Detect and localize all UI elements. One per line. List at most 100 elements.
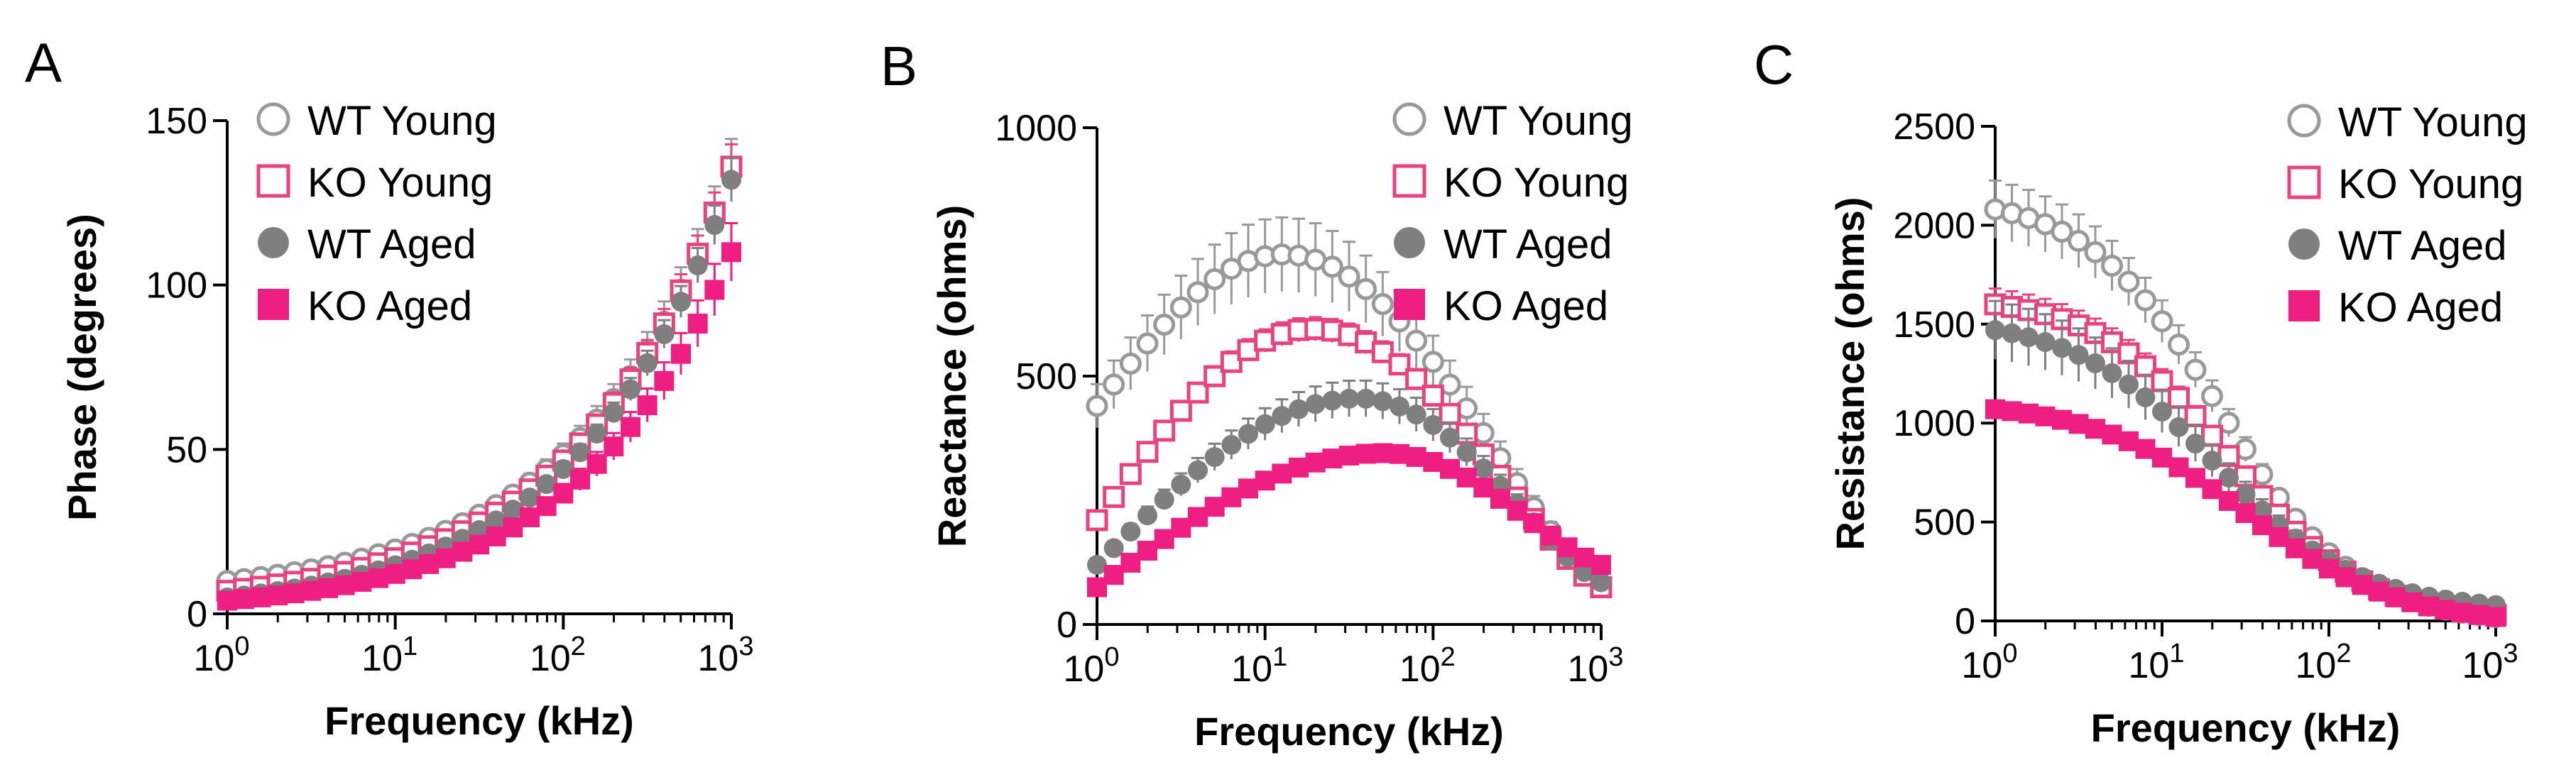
data-point <box>604 436 624 457</box>
data-point <box>586 423 607 444</box>
data-point <box>1355 444 1376 464</box>
data-point <box>1406 404 1426 425</box>
legend-label: KO Aged <box>307 283 472 329</box>
data-point <box>1421 351 1444 373</box>
data-point <box>217 590 237 611</box>
data-point <box>2134 289 2156 312</box>
data-point <box>1390 444 1409 464</box>
legend-label: WT Aged <box>2338 223 2507 269</box>
series-ko-aged <box>217 222 741 611</box>
x-tick-label: 100 <box>194 632 250 679</box>
x-axis-label: Frequency (kHz) <box>2091 705 2401 750</box>
data-point <box>1103 373 1125 396</box>
data-point <box>2002 401 2022 422</box>
data-point <box>671 343 691 364</box>
data-point <box>1321 255 1343 278</box>
legend-label: KO Aged <box>2338 285 2503 331</box>
legend-label: WT Young <box>2338 99 2528 145</box>
data-point <box>1439 402 1461 425</box>
data-point <box>2052 409 2072 430</box>
data-point <box>1405 329 1428 352</box>
data-point <box>1188 507 1208 527</box>
legend-marker <box>1392 102 1426 136</box>
data-point <box>2035 406 2056 426</box>
y-tick-label: 150 <box>146 101 207 142</box>
data-point <box>1103 485 1125 508</box>
data-point <box>2252 515 2272 536</box>
data-point <box>536 496 557 517</box>
legend-marker <box>2288 228 2320 260</box>
data-point <box>1204 497 1225 517</box>
data-point <box>2219 468 2239 488</box>
data-point <box>486 510 506 531</box>
x-tick-label: 102 <box>530 632 586 679</box>
data-point <box>1204 268 1226 290</box>
y-tick-label: 1000 <box>1893 403 1975 444</box>
data-point <box>2201 385 2223 407</box>
data-point <box>1390 396 1409 417</box>
data-point <box>1541 525 1561 546</box>
data-point <box>1103 538 1124 558</box>
data-point <box>284 583 305 604</box>
data-point <box>687 255 708 276</box>
data-point <box>1087 577 1107 597</box>
data-point <box>452 541 473 562</box>
data-point <box>2168 387 2190 409</box>
data-point <box>2235 484 2256 505</box>
data-point <box>1456 467 1477 488</box>
data-point <box>369 568 388 588</box>
data-point <box>2201 424 2223 447</box>
y-tick-label: 1000 <box>995 108 1077 149</box>
data-point <box>1238 478 1258 499</box>
y-tick-label: 1500 <box>1893 304 1975 346</box>
data-point <box>1473 478 1494 498</box>
data-point <box>1591 572 1611 593</box>
legend-marker <box>2287 104 2321 138</box>
data-point <box>654 370 675 391</box>
legend-label: WT Aged <box>1443 221 1612 268</box>
data-point <box>2185 434 2205 454</box>
legend-label: KO Young <box>307 160 493 206</box>
x-tick-label: 102 <box>2296 639 2352 686</box>
data-point <box>1355 388 1376 409</box>
data-point <box>2068 414 2089 434</box>
y-tick-label: 2500 <box>1893 106 1975 148</box>
data-point <box>1305 394 1326 414</box>
data-point <box>2184 405 2207 428</box>
data-point <box>385 563 405 584</box>
data-point <box>1186 281 1209 304</box>
y-tick-label: 0 <box>1955 601 1975 642</box>
data-point <box>1136 332 1159 355</box>
data-point <box>1322 448 1343 469</box>
legend-marker <box>2288 290 2320 321</box>
data-point <box>1423 452 1443 473</box>
panel-letter: B <box>880 35 917 97</box>
data-point <box>1339 446 1359 466</box>
data-point <box>621 379 640 400</box>
data-point <box>570 442 590 463</box>
data-point <box>1204 447 1225 468</box>
data-point <box>553 458 574 479</box>
data-point <box>704 215 725 236</box>
data-point <box>435 548 456 568</box>
y-axis-label: Phase (degrees) <box>60 214 104 521</box>
legend-marker <box>1392 164 1426 198</box>
data-point <box>1305 452 1326 473</box>
x-tick-label: 102 <box>1399 642 1456 690</box>
data-point <box>1272 406 1292 426</box>
data-point <box>1086 395 1108 417</box>
data-point <box>2168 417 2189 437</box>
y-tick-label: 100 <box>146 265 207 307</box>
data-point <box>2469 605 2489 625</box>
data-point <box>1524 513 1544 534</box>
data-point <box>2202 479 2222 500</box>
data-point <box>1289 457 1309 478</box>
data-point <box>536 474 557 495</box>
data-point <box>520 507 540 528</box>
data-point <box>1120 522 1141 542</box>
data-point <box>1322 390 1343 411</box>
data-point <box>704 280 725 300</box>
data-point <box>586 453 607 474</box>
data-point <box>1137 505 1157 526</box>
